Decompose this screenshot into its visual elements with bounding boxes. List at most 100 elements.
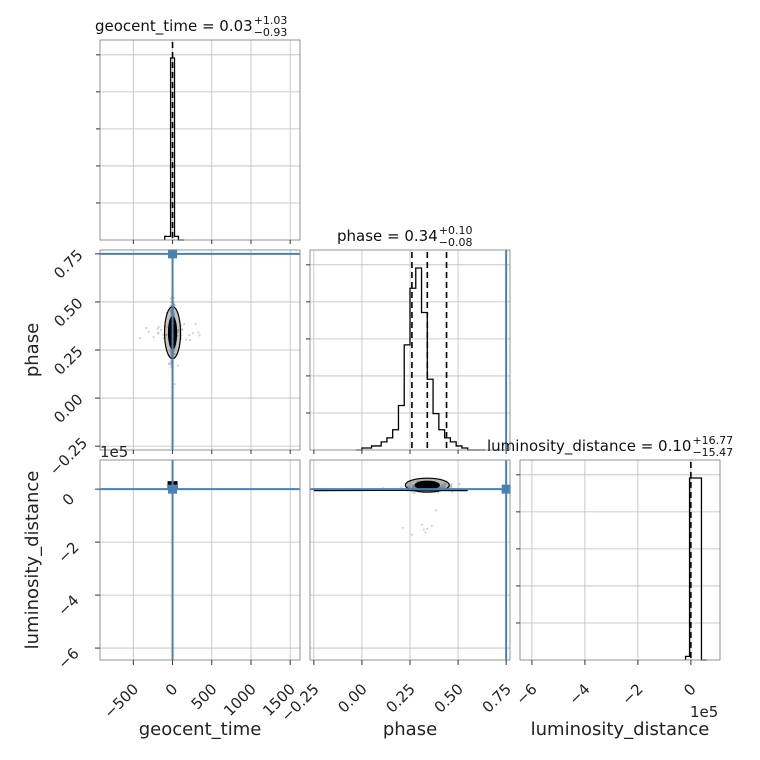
title-plus: +16.77 bbox=[692, 434, 733, 447]
y-tick-label: −4 bbox=[54, 591, 82, 619]
histogram-geocent_time bbox=[164, 57, 185, 241]
sample-point bbox=[434, 509, 438, 512]
sample-point bbox=[412, 484, 415, 487]
sample-point bbox=[197, 331, 200, 334]
sample-point bbox=[442, 485, 445, 489]
title-text: luminosity_distance = 0.10 bbox=[487, 437, 691, 456]
sample-point bbox=[458, 483, 461, 486]
title-minus: −0.93 bbox=[254, 26, 288, 39]
sample-point bbox=[169, 310, 172, 313]
title-minus: −0.08 bbox=[439, 236, 473, 249]
sample-point bbox=[440, 486, 443, 489]
sample-point bbox=[424, 531, 427, 534]
y-tick-label: −6 bbox=[54, 644, 82, 672]
title-plus: +1.03 bbox=[254, 14, 288, 27]
x-tick-label: −4 bbox=[565, 680, 593, 708]
sample-point bbox=[413, 491, 416, 495]
sample-point bbox=[159, 328, 162, 332]
histogram-luminosity_distance bbox=[684, 477, 707, 661]
y-tick-label: 0.50 bbox=[50, 294, 86, 330]
sample-point bbox=[412, 486, 416, 489]
sample-point bbox=[450, 483, 453, 486]
title-text: geocent_time = 0.03 bbox=[95, 17, 253, 36]
sample-point bbox=[145, 326, 148, 330]
x-axis-label: phase bbox=[383, 719, 437, 740]
panel-frame bbox=[99, 459, 301, 661]
x-tick-label: 0 bbox=[162, 680, 181, 699]
sample-point bbox=[449, 484, 452, 487]
x-tick-label: −2 bbox=[618, 680, 646, 708]
y-tick-label: 0.25 bbox=[50, 342, 86, 378]
sample-point bbox=[177, 329, 180, 332]
x-tick-label: 0.75 bbox=[479, 680, 515, 716]
sample-point bbox=[169, 366, 172, 369]
histogram-phase bbox=[356, 267, 485, 451]
sample-point bbox=[177, 330, 180, 334]
y-tick-label: −2 bbox=[54, 538, 82, 566]
sample-point bbox=[411, 484, 414, 487]
sample-point bbox=[444, 483, 447, 486]
sample-point bbox=[169, 297, 172, 300]
sample-point bbox=[169, 350, 172, 353]
x-axis-label: geocent_time bbox=[139, 719, 262, 740]
y-tick-label: 0 bbox=[59, 490, 78, 509]
sample-point bbox=[411, 490, 414, 494]
x-tick-label: 500 bbox=[188, 680, 221, 713]
y-tick-label: 0.00 bbox=[50, 390, 86, 426]
sample-point bbox=[441, 485, 444, 488]
sample-point bbox=[450, 485, 453, 489]
sample-point bbox=[444, 482, 447, 485]
sample-point bbox=[442, 482, 445, 485]
sample-point bbox=[169, 351, 173, 354]
sample-point bbox=[169, 360, 172, 363]
sample-point bbox=[165, 333, 168, 336]
sample-point bbox=[162, 333, 165, 336]
sample-point bbox=[426, 527, 429, 530]
x-tick-label: 0.50 bbox=[431, 680, 467, 716]
x-tick-label: 0.00 bbox=[334, 680, 370, 716]
x-tick-label: 1000 bbox=[220, 680, 260, 720]
sample-point bbox=[169, 363, 173, 366]
sample-point bbox=[139, 336, 142, 340]
y-axis-label: phase bbox=[22, 323, 43, 377]
sample-point bbox=[166, 325, 169, 329]
sample-point bbox=[181, 328, 184, 331]
sample-point bbox=[439, 486, 442, 489]
x-tick-label: −6 bbox=[512, 680, 540, 708]
sample-point bbox=[194, 323, 197, 326]
y-offset-text: 1e5 bbox=[100, 443, 128, 461]
sample-point bbox=[443, 485, 447, 488]
sample-point bbox=[157, 332, 160, 335]
title-geocent_time: geocent_time = 0.03 +1.03−0.93 bbox=[95, 14, 287, 39]
title-plus: +0.10 bbox=[439, 224, 473, 237]
truth-marker bbox=[168, 249, 178, 259]
sample-point bbox=[183, 323, 186, 326]
sample-point bbox=[156, 327, 159, 330]
x-axis-label: luminosity_distance bbox=[531, 719, 710, 740]
sample-point bbox=[152, 335, 155, 339]
sample-point bbox=[441, 484, 444, 487]
panel-frame bbox=[519, 459, 721, 661]
sample-point bbox=[412, 485, 415, 488]
truth-marker bbox=[168, 484, 178, 494]
sample-point bbox=[156, 331, 160, 334]
sample-point bbox=[188, 334, 191, 337]
sample-point bbox=[412, 485, 415, 488]
sample-point bbox=[402, 526, 405, 529]
sample-point bbox=[185, 338, 188, 341]
x-offset-text: 1e5 bbox=[690, 703, 718, 721]
sample-point bbox=[176, 364, 179, 367]
sample-point bbox=[413, 485, 416, 489]
y-tick-label: 0.75 bbox=[50, 246, 86, 282]
title-phase: phase = 0.34 +0.10−0.08 bbox=[337, 224, 473, 249]
sample-point bbox=[157, 325, 160, 328]
x-tick-label: 0 bbox=[680, 680, 699, 699]
x-tick-label: 0.25 bbox=[382, 680, 418, 716]
sample-point bbox=[410, 533, 413, 536]
sample-point bbox=[167, 362, 171, 365]
sample-point bbox=[430, 524, 433, 527]
sample-point bbox=[422, 528, 425, 531]
sample-point bbox=[420, 523, 424, 526]
sample-point bbox=[451, 491, 454, 494]
title-luminosity_distance: luminosity_distance = 0.10 +16.77−15.47 bbox=[487, 434, 733, 459]
